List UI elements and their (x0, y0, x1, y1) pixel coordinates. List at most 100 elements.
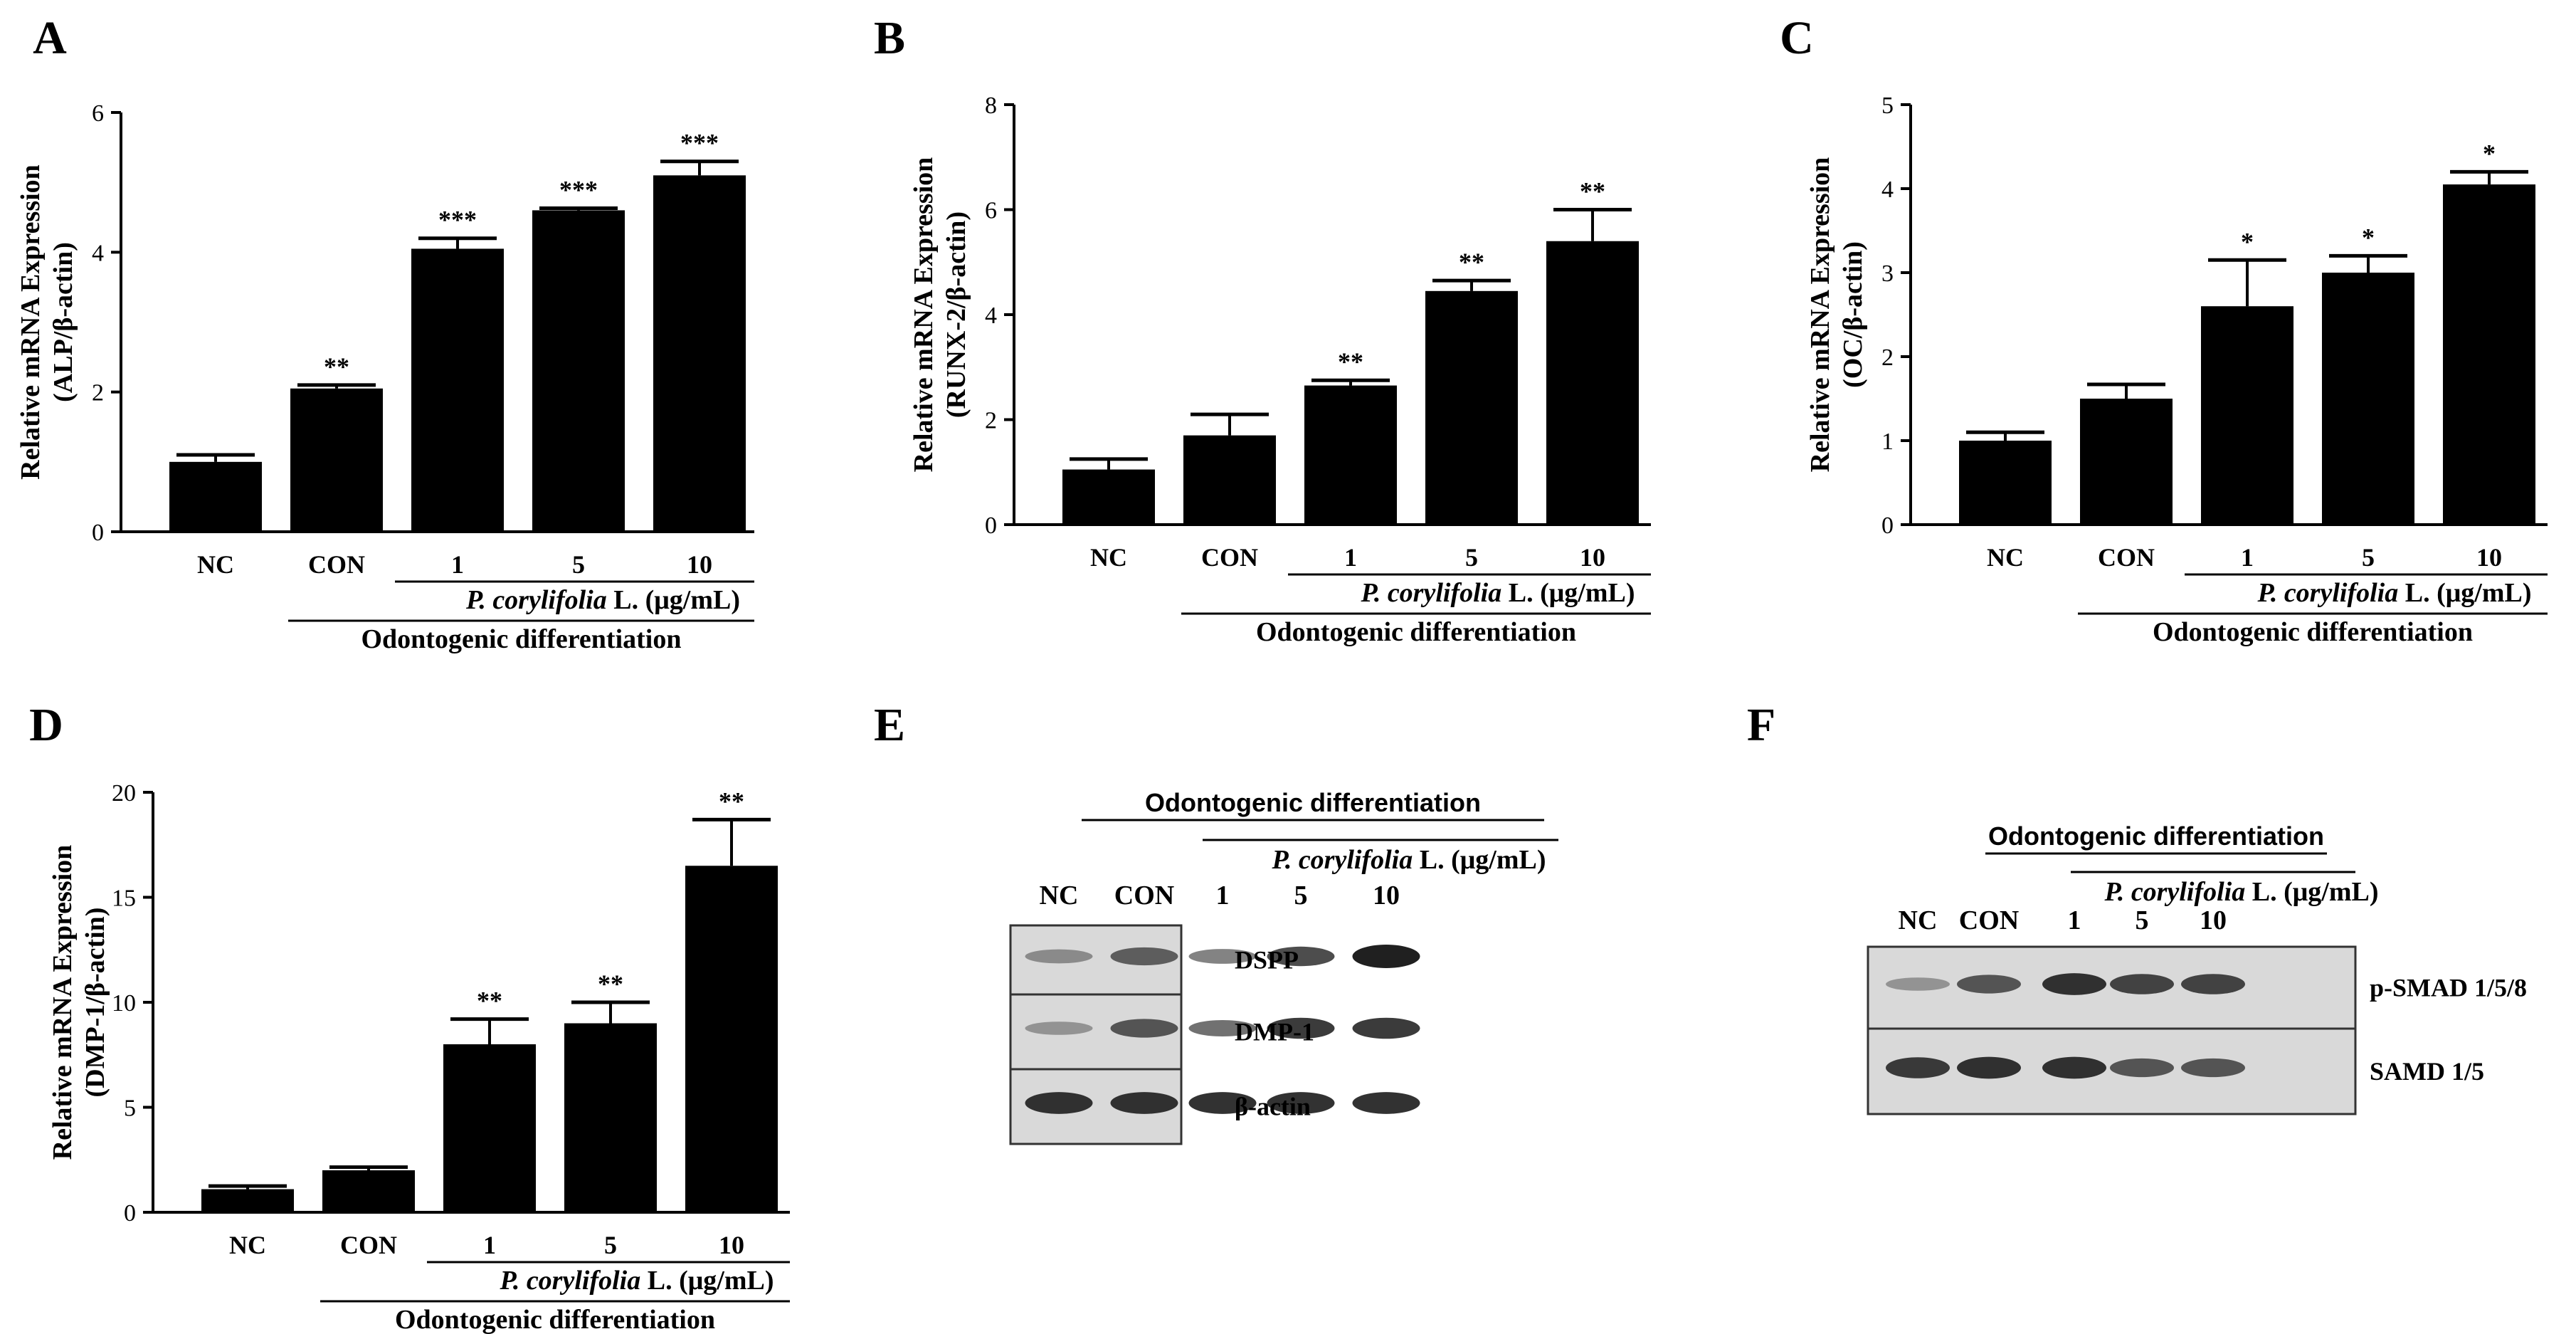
x-category-label: 1 (1344, 543, 1357, 572)
blot-band (2181, 1058, 2245, 1078)
blot-band (1957, 975, 2021, 994)
blot-band (1352, 1017, 1420, 1039)
x-category-label: NC (197, 550, 234, 579)
y-tick-label: 2 (92, 380, 104, 406)
y-tick-label: 0 (124, 1200, 136, 1227)
blot-band (2042, 1056, 2106, 1079)
subgroup-rest: L. (μg/mL) (640, 1266, 774, 1296)
significance-marker: *** (680, 129, 719, 157)
bar (1183, 435, 1276, 525)
group-label: Odontogenic differentiation (361, 624, 681, 654)
band-label: DMP-1 (1235, 1018, 1314, 1046)
lane-label: 1 (2068, 905, 2081, 935)
band-label: DSPP (1235, 946, 1299, 975)
chart-panel-B: B 0 2 4 6 8 Relative mRNA Expression (RUNX-2/β-… (874, 12, 1651, 647)
y-tick-label: 15 (112, 886, 136, 912)
bar (443, 1044, 536, 1212)
significance-marker: ** (719, 787, 744, 815)
subgroup-label: P. corylifolia L. (μg/mL) (2257, 578, 2532, 608)
y-axis-label-line: (OC/β-actin) (1838, 241, 1868, 388)
y-axis-label-line: (ALP/β-actin) (48, 242, 78, 402)
lane-label: 5 (1294, 881, 1308, 910)
y-tick-label: 3 (1881, 261, 1894, 287)
significance-marker: ** (1459, 248, 1484, 276)
blot-panel-F: F Odontogenic differentiation P. corylifol… (1747, 699, 2527, 1115)
y-tick-label: 5 (124, 1096, 136, 1122)
blot-band (1188, 1020, 1257, 1036)
panel-letter: A (33, 12, 67, 64)
x-category-label: 5 (604, 1231, 617, 1259)
group-label: Odontogenic differentiation (2153, 617, 2473, 647)
bar (653, 175, 746, 532)
lane-label: CON (1114, 881, 1174, 910)
x-category-label: CON (340, 1231, 397, 1259)
lane-label: 1 (1216, 881, 1230, 910)
blot-band (1886, 977, 1950, 991)
significance-marker: *** (559, 175, 598, 204)
panel-letter: B (874, 12, 905, 64)
panel-letter: D (29, 699, 63, 751)
blot-band (1110, 947, 1178, 966)
blot-band (1025, 1021, 1093, 1035)
y-axis-label-line: Relative mRNA Expression (1805, 157, 1835, 473)
subgroup-rest: L. (μg/mL) (1413, 845, 1546, 875)
subgroup-italic: P. corylifolia (2257, 578, 2399, 608)
blot-band (1110, 1019, 1178, 1038)
y-axis-label: Relative mRNA Expression (ALP/β-actin) (16, 164, 78, 480)
x-category-label: CON (1201, 543, 1258, 572)
panel-letter: F (1747, 699, 1775, 751)
bar (290, 388, 383, 532)
blot-band (1267, 1017, 1335, 1039)
bar (1546, 241, 1639, 525)
significance-marker: ** (1580, 177, 1605, 206)
y-axis-label-line: Relative mRNA Expression (16, 164, 46, 480)
blot-band (2110, 1058, 2174, 1078)
panel-letter: E (874, 699, 905, 751)
bar (322, 1170, 415, 1212)
blot-band (1352, 1092, 1420, 1114)
bar (201, 1189, 294, 1212)
subgroup-italic: P. corylifolia (1361, 578, 1502, 608)
bar (1304, 385, 1397, 525)
group-label: Odontogenic differentiation (395, 1305, 715, 1334)
x-category-label: CON (308, 550, 365, 579)
subgroup-italic: P. corylifolia (465, 585, 607, 615)
chart-panel-A: A 0 2 4 6 Relative mRNA Expression (ALP/β-acti… (16, 12, 754, 654)
blot-band (1188, 1092, 1257, 1114)
bar (532, 210, 625, 532)
y-axis-label-line: Relative mRNA Expression (909, 157, 939, 473)
x-category-label: NC (229, 1231, 266, 1259)
x-category-label: 10 (719, 1231, 744, 1259)
x-category-label: 1 (2241, 543, 2254, 572)
x-category-label: 5 (572, 550, 585, 579)
y-axis-label: Relative mRNA Expression (DMP-1/β-actin) (48, 845, 110, 1160)
x-category-label: 1 (483, 1231, 496, 1259)
y-axis-label: Relative mRNA Expression (RUNX-2/β-actin) (909, 157, 971, 473)
y-tick-label: 2 (1881, 345, 1894, 371)
bar (411, 248, 504, 532)
subgroup-rest: L. (μg/mL) (607, 585, 740, 615)
y-tick-label: 20 (112, 780, 136, 807)
blot-group-label: Odontogenic differentiation (1145, 788, 1481, 817)
blot-subgroup-label: P. corylifolia L. (μg/mL) (1272, 845, 1546, 875)
significance-marker: *** (438, 206, 477, 234)
subgroup-italic: P. corylifolia (1272, 845, 1413, 875)
chart-panel-C: C 0 1 2 3 4 5 Relative mRNA Expression (OC/β-act… (1780, 12, 2548, 647)
subgroup-label: P. corylifolia L. (μg/mL) (465, 585, 740, 615)
x-category-label: 5 (1465, 543, 1478, 572)
y-tick-label: 4 (92, 240, 104, 266)
significance-marker: ** (598, 970, 623, 998)
blot-band (1188, 949, 1257, 964)
subgroup-rest: L. (μg/mL) (2245, 877, 2378, 907)
blot-panel-E: E Odontogenic differentiation P. corylifol… (874, 699, 1558, 1145)
y-tick-label: 0 (92, 520, 104, 546)
blot-strip (1867, 1027, 2357, 1115)
y-axis-label: Relative mRNA Expression (OC/β-actin) (1805, 157, 1868, 473)
y-tick-label: 5 (1881, 93, 1894, 119)
y-axis-label-line: Relative mRNA Expression (48, 845, 78, 1160)
significance-marker: * (2483, 139, 2496, 167)
y-tick-label: 8 (985, 93, 997, 119)
bar (685, 866, 778, 1212)
panel-letter: C (1780, 12, 1814, 64)
